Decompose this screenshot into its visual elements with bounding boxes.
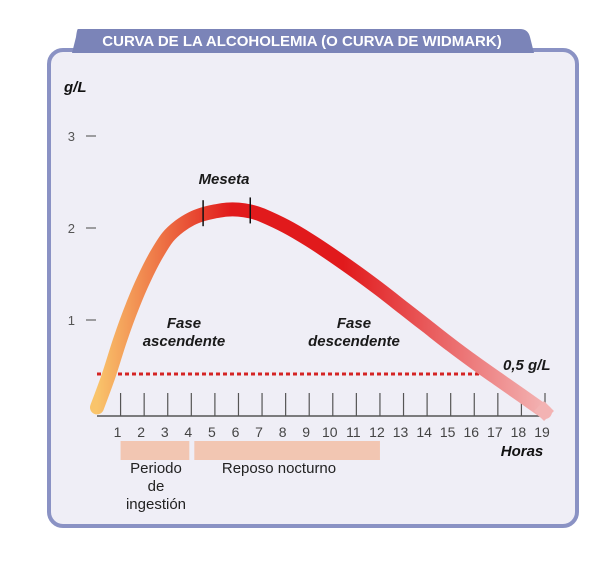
meseta-label: Meseta (199, 171, 250, 188)
y-tick-label: 1 (68, 313, 75, 328)
x-tick-label: 11 (346, 424, 361, 440)
x-tick-label: 4 (184, 424, 192, 440)
ascending-phase-label-line1: Fase (167, 315, 201, 332)
descending-phase-label-line2: descendente (308, 333, 400, 350)
x-tick-label: 5 (208, 424, 216, 440)
x-tick-label: 7 (255, 424, 263, 440)
x-tick-label: 15 (440, 424, 456, 440)
y-tick-label: 3 (68, 129, 75, 144)
x-tick-label: 10 (322, 424, 338, 440)
x-tick-label: 9 (302, 424, 310, 440)
curve-end-marker (534, 401, 554, 421)
x-tick-label: 18 (511, 424, 527, 440)
x-tick-label: 19 (534, 424, 550, 440)
x-tick-label: 13 (393, 424, 409, 440)
ingestion-period-label-line3: ingestión (126, 496, 186, 513)
x-tick-label: 12 (369, 424, 385, 440)
chart-title: CURVA DE LA ALCOHOLEMIA (O CURVA DE WIDM… (102, 33, 501, 50)
threshold-label: 0,5 g/L (503, 357, 551, 374)
title-bar (72, 29, 534, 53)
x-axis-label: Horas (501, 443, 544, 460)
ingestion-period-bar (120, 441, 190, 460)
x-tick-label: 3 (161, 424, 169, 440)
y-axis-ticks: 1 2 3 (68, 129, 96, 328)
x-tick-label: 2 (137, 424, 145, 440)
ascending-phase-label-line2: ascendente (143, 333, 226, 350)
night-rest-period-bar (194, 441, 380, 460)
x-tick-labels: 1 2 3 4 5 6 7 8 9 10 11 12 13 14 15 16 17 18 19 (114, 424, 550, 440)
x-tick-label: 16 (463, 424, 479, 440)
x-tick-label: 17 (487, 424, 503, 440)
ingestion-period-label-line2: de (148, 478, 165, 495)
x-axis (97, 393, 546, 417)
x-tick-label: 1 (114, 424, 122, 440)
y-axis-label: g/L (63, 79, 87, 96)
y-tick-label: 2 (68, 221, 75, 236)
night-rest-period-label: Reposo nocturno (222, 460, 336, 477)
descending-phase-label-line1: Fase (337, 315, 371, 332)
x-tick-label: 6 (232, 424, 240, 440)
x-tick-label: 14 (416, 424, 432, 440)
ingestion-period-label-line1: Periodo (130, 460, 182, 477)
x-tick-label: 8 (279, 424, 287, 440)
